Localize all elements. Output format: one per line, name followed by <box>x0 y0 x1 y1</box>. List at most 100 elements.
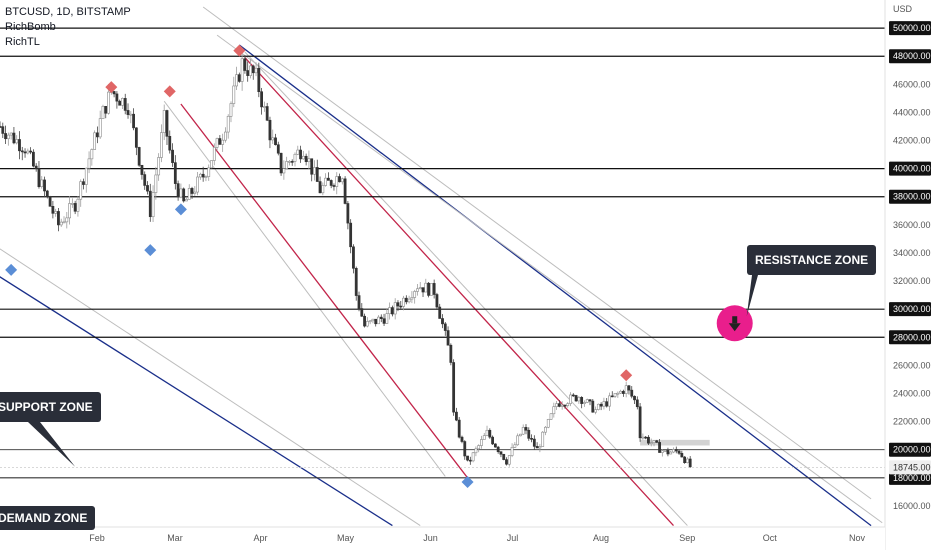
level-tag-20000: 20000.00 <box>893 445 931 455</box>
candle-body <box>168 136 172 151</box>
candle <box>12 127 16 145</box>
candle-body <box>151 192 155 218</box>
candle-body <box>686 458 689 464</box>
candle-body <box>596 403 600 410</box>
candle <box>29 147 33 155</box>
time-axis: Feb Mar Apr May Jun Jul Aug Sep Oct Nov <box>0 526 885 550</box>
candle-body <box>249 65 252 76</box>
candle-body <box>271 137 275 141</box>
candle <box>443 322 447 336</box>
indicator-richbomb[interactable]: RichBomb <box>5 21 56 33</box>
candle-body <box>688 458 692 468</box>
candle-body <box>446 330 450 346</box>
candle-body <box>652 440 656 443</box>
candle <box>599 402 603 411</box>
candle-body <box>96 132 99 138</box>
candle-body <box>594 409 597 413</box>
candle <box>608 392 611 411</box>
candle-body <box>638 406 642 439</box>
candle <box>446 326 450 346</box>
symbol-title[interactable]: BTCUSD, 1D, BITSTAMP <box>5 6 131 18</box>
candle-body <box>54 211 58 214</box>
time-tick-sep: Sep <box>679 533 695 543</box>
candle <box>329 179 333 189</box>
indicator-richtl[interactable]: RichTL <box>5 36 40 48</box>
candle-body <box>148 190 152 218</box>
candle-body <box>15 139 19 144</box>
candle <box>82 178 85 190</box>
candle-body <box>276 144 280 154</box>
candle-body <box>619 390 623 394</box>
candle <box>619 389 623 394</box>
buy-signal-marker-7 <box>461 476 474 489</box>
candle-body <box>98 118 102 138</box>
candle <box>346 201 350 230</box>
candle <box>257 62 261 98</box>
candle-body <box>621 390 625 394</box>
candle <box>407 295 411 304</box>
candle <box>496 445 500 454</box>
candle <box>466 455 469 462</box>
candle-body <box>326 177 330 181</box>
candle <box>101 104 105 119</box>
candle <box>154 166 158 200</box>
candle-body <box>680 453 684 458</box>
candle <box>510 443 514 458</box>
candle-body <box>137 147 141 166</box>
candle <box>538 443 542 453</box>
candle-body <box>516 435 520 446</box>
candle <box>488 428 492 439</box>
candle-body <box>391 307 394 315</box>
candle-body <box>427 282 430 296</box>
candle-body <box>204 176 208 178</box>
candle-body <box>62 221 66 224</box>
candle <box>649 438 653 447</box>
candle-body <box>165 110 169 137</box>
candle-body <box>519 433 522 437</box>
candle-body <box>432 283 436 295</box>
candle-body <box>129 113 133 116</box>
candle-body <box>293 153 297 162</box>
candle <box>134 127 138 156</box>
time-tick-oct: Oct <box>763 533 778 543</box>
candle <box>190 186 194 199</box>
candle-body <box>1 126 5 134</box>
candle <box>268 116 272 149</box>
candle-body <box>402 297 405 307</box>
candle-body <box>68 203 71 219</box>
currency-label: USD <box>893 4 913 14</box>
candle <box>480 435 483 449</box>
candle <box>546 418 550 429</box>
candle-body <box>435 294 439 308</box>
candle-body <box>499 451 503 455</box>
candle-body <box>198 173 202 178</box>
candle-body <box>171 149 174 163</box>
candle-body <box>84 167 88 185</box>
candle-body <box>583 402 586 404</box>
candle-body <box>441 318 444 325</box>
candle <box>48 195 52 207</box>
candle <box>299 145 302 163</box>
level-tag-bg-50000 <box>889 21 931 36</box>
time-tick-jun: Jun <box>423 533 438 543</box>
candle <box>151 185 155 222</box>
candle-body <box>146 185 149 192</box>
candle <box>416 283 419 296</box>
candle <box>326 172 330 181</box>
candle-body <box>683 456 687 464</box>
candle-body <box>471 452 475 462</box>
candle-body <box>421 287 425 293</box>
candle-body <box>560 404 564 407</box>
candle-body <box>630 389 634 397</box>
candle <box>176 180 180 201</box>
level-tag-bg-30000 <box>889 302 931 317</box>
candle-body <box>82 181 85 185</box>
time-axis-bg <box>0 527 885 550</box>
candle-body <box>6 134 10 140</box>
candle-body <box>505 459 508 465</box>
consolidation-layer <box>640 439 710 446</box>
candle <box>379 314 383 323</box>
trendline-7 <box>244 51 688 526</box>
candle <box>301 150 305 160</box>
